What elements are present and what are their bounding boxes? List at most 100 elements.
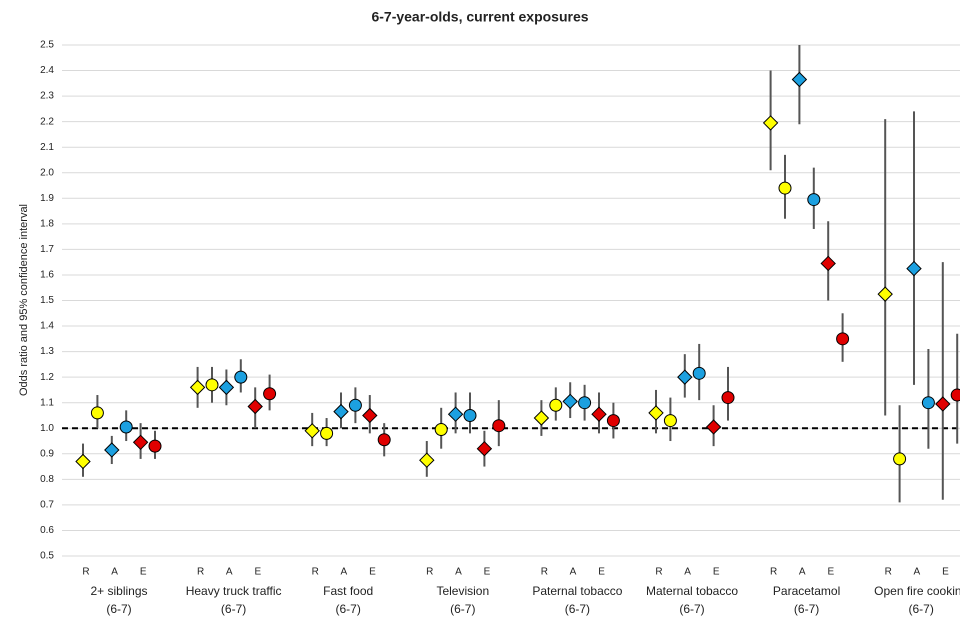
y-tick-label: 1.6 bbox=[40, 270, 54, 281]
group-tick-label: E bbox=[827, 567, 834, 578]
group-tick-label: R bbox=[312, 567, 319, 578]
group-tick-label: E bbox=[254, 567, 261, 578]
y-tick-label: 1.7 bbox=[40, 244, 54, 255]
x-tick-label: Paracetamol bbox=[773, 584, 840, 598]
x-tick-sublabel: (6-7) bbox=[909, 602, 934, 616]
circle-marker bbox=[377, 433, 391, 447]
circle-marker bbox=[90, 406, 104, 420]
circle-marker bbox=[893, 452, 907, 466]
group-tick-label: R bbox=[770, 567, 777, 578]
y-tick-label: 0.6 bbox=[40, 525, 54, 536]
diamond-marker bbox=[762, 115, 779, 131]
x-tick-sublabel: (6-7) bbox=[336, 602, 361, 616]
x-tick-label: 2+ siblings bbox=[90, 584, 147, 598]
circle-marker bbox=[692, 366, 706, 380]
group-tick-label: R bbox=[885, 567, 892, 578]
circle-marker bbox=[492, 419, 506, 433]
diamond-marker bbox=[906, 260, 922, 277]
circle-marker bbox=[205, 378, 219, 392]
diamond-marker bbox=[677, 369, 693, 385]
diamond-marker bbox=[820, 255, 836, 272]
diamond-marker bbox=[476, 440, 493, 457]
circle-marker bbox=[778, 181, 792, 195]
group-tick-label: E bbox=[484, 567, 491, 578]
diamond-marker bbox=[419, 452, 435, 468]
y-tick-label: 1.8 bbox=[40, 218, 54, 229]
y-tick-label: 1.4 bbox=[40, 321, 54, 332]
circle-marker bbox=[921, 396, 935, 410]
y-tick-label: 2.3 bbox=[40, 91, 54, 102]
group-tick-label: R bbox=[655, 567, 662, 578]
group-tick-label: A bbox=[570, 567, 577, 578]
diamond-marker bbox=[533, 410, 550, 426]
circle-marker bbox=[950, 388, 960, 402]
x-tick-label: Fast food bbox=[323, 584, 373, 598]
circle-marker bbox=[721, 391, 735, 405]
diamond-marker bbox=[591, 406, 607, 422]
circle-marker bbox=[348, 398, 362, 412]
group-tick-label: A bbox=[340, 567, 347, 578]
circle-marker bbox=[463, 408, 477, 422]
x-tick-label: Heavy truck traffic bbox=[186, 584, 282, 598]
diamond-marker bbox=[75, 453, 91, 470]
diamond-marker bbox=[877, 286, 893, 302]
y-tick-label: 1.3 bbox=[40, 346, 54, 357]
diamond-marker bbox=[562, 393, 578, 410]
x-tick-sublabel: (6-7) bbox=[221, 602, 246, 616]
group-tick-label: E bbox=[140, 567, 147, 578]
circle-marker bbox=[663, 414, 677, 428]
y-tick-label: 0.5 bbox=[40, 551, 54, 562]
chart-title: 6-7-year-olds, current exposures bbox=[371, 9, 588, 25]
group-tick-label: R bbox=[197, 567, 204, 578]
diamond-marker bbox=[104, 442, 120, 458]
circle-marker bbox=[148, 439, 162, 453]
circle-marker bbox=[606, 414, 620, 428]
diamond-marker bbox=[705, 419, 722, 435]
y-tick-label: 1.5 bbox=[40, 295, 54, 306]
group-tick-label: R bbox=[82, 567, 89, 578]
x-tick-sublabel: (6-7) bbox=[679, 602, 704, 616]
diamond-marker bbox=[218, 379, 235, 396]
y-tick-label: 1.0 bbox=[40, 423, 54, 434]
diamond-marker bbox=[189, 379, 206, 396]
diamond-marker bbox=[791, 71, 808, 88]
y-tick-label: 2.1 bbox=[40, 142, 54, 153]
diamond-marker bbox=[447, 406, 464, 422]
group-tick-label: A bbox=[111, 567, 118, 578]
x-tick-sublabel: (6-7) bbox=[565, 602, 590, 616]
group-tick-label: E bbox=[713, 567, 720, 578]
group-tick-label: A bbox=[799, 567, 806, 578]
x-tick-label: Open fire cooking bbox=[874, 584, 960, 598]
circle-marker bbox=[234, 370, 248, 384]
x-tick-sublabel: (6-7) bbox=[794, 602, 819, 616]
y-tick-label: 0.9 bbox=[40, 448, 54, 459]
y-tick-label: 2.2 bbox=[40, 116, 54, 127]
circle-marker bbox=[549, 398, 563, 412]
group-tick-label: E bbox=[369, 567, 376, 578]
y-tick-label: 0.7 bbox=[40, 500, 54, 511]
diamond-marker bbox=[333, 403, 349, 420]
circle-marker bbox=[434, 423, 448, 437]
diamond-marker bbox=[648, 405, 664, 421]
x-tick-label: Maternal tobacco bbox=[646, 584, 738, 598]
y-tick-label: 0.8 bbox=[40, 474, 54, 485]
group-tick-label: A bbox=[684, 567, 691, 578]
y-axis-label: Odds ratio and 95% confidence interval bbox=[18, 204, 30, 396]
diamond-marker bbox=[362, 407, 378, 424]
y-tick-label: 2.4 bbox=[40, 65, 54, 76]
x-tick-sublabel: (6-7) bbox=[106, 602, 131, 616]
group-tick-label: A bbox=[455, 567, 462, 578]
circle-marker bbox=[578, 396, 592, 410]
diamond-marker bbox=[935, 396, 951, 412]
group-tick-label: R bbox=[541, 567, 548, 578]
circle-marker bbox=[119, 420, 133, 434]
circle-marker bbox=[320, 426, 334, 440]
group-tick-label: E bbox=[942, 567, 949, 578]
y-tick-label: 2.5 bbox=[40, 40, 54, 51]
circle-marker bbox=[836, 332, 850, 346]
y-tick-label: 1.1 bbox=[40, 397, 54, 408]
circle-marker bbox=[807, 193, 821, 207]
group-tick-label: A bbox=[226, 567, 233, 578]
y-tick-label: 1.2 bbox=[40, 372, 54, 383]
